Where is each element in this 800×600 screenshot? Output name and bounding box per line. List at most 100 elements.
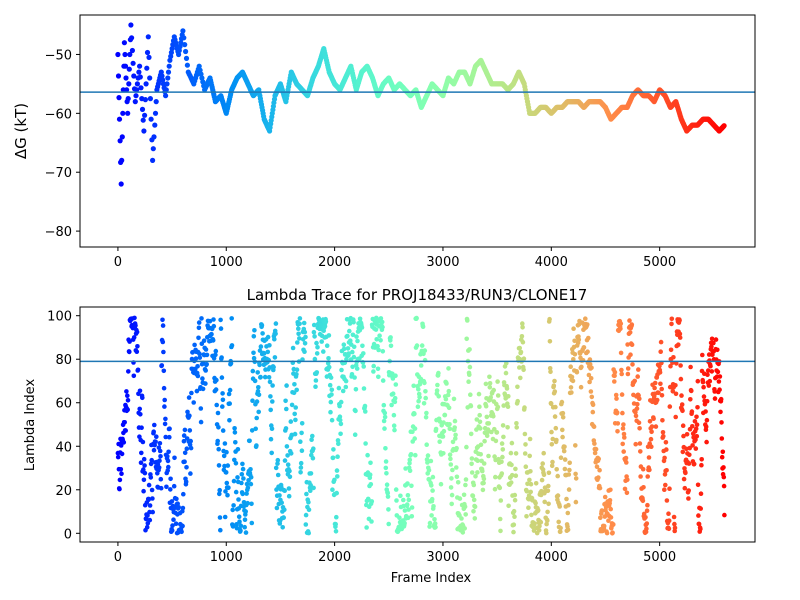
lambda-point — [535, 507, 541, 513]
lambda-point — [181, 491, 186, 497]
lambda-point — [328, 375, 334, 380]
lambda-point — [524, 514, 529, 519]
lambda-point — [184, 465, 189, 470]
lambda-point — [520, 339, 526, 345]
lambda-point — [369, 519, 374, 524]
lambda-point — [355, 338, 360, 344]
lambda-point — [339, 367, 344, 373]
lambda-point — [620, 441, 625, 447]
lambda-point — [329, 417, 335, 423]
lambda-point — [388, 335, 393, 340]
lambda-point — [658, 339, 664, 345]
lambda-point — [214, 402, 219, 408]
lambda-point — [520, 321, 525, 326]
delta-g-point — [160, 77, 166, 83]
lambda-point — [346, 351, 352, 356]
lambda-point — [686, 461, 692, 466]
lambda-point — [495, 379, 500, 384]
lambda-point — [160, 323, 166, 328]
lambda-point — [624, 490, 630, 496]
lambda-point — [269, 426, 275, 432]
lambda-point — [145, 513, 150, 518]
lambda-point — [496, 456, 501, 462]
lambda-point — [183, 479, 189, 485]
lambda-point — [119, 451, 125, 457]
lambda-point — [540, 461, 545, 466]
lambda-point — [703, 409, 708, 414]
lambda-point — [380, 349, 386, 354]
lambda-point — [226, 391, 232, 397]
lambda-point — [712, 389, 717, 394]
lambda-point — [436, 370, 441, 376]
lambda-point — [138, 412, 143, 417]
delta-g-point — [176, 51, 182, 58]
lambda-point — [186, 395, 192, 400]
lambda-point — [531, 528, 537, 533]
lambda-point — [230, 507, 235, 513]
delta-g-point — [129, 35, 135, 41]
lambda-point — [528, 469, 533, 474]
lambda-point — [368, 460, 373, 466]
lambda-point — [522, 405, 527, 410]
lambda-point — [243, 530, 249, 535]
lambda-point — [669, 321, 674, 327]
lambda-point — [161, 349, 166, 355]
lambda-point — [142, 470, 148, 476]
lambda-point — [515, 384, 520, 390]
lambda-point — [673, 414, 678, 420]
lambda-point — [165, 453, 170, 459]
lambda-point — [667, 404, 673, 409]
lambda-point — [607, 498, 613, 503]
lambda-point — [337, 414, 343, 420]
lambda-point — [241, 476, 246, 481]
lambda-point — [637, 426, 642, 431]
lambda-point — [504, 386, 510, 391]
lambda-point — [670, 389, 676, 394]
lambda-point — [448, 485, 454, 490]
lambda-point — [253, 426, 258, 432]
lambda-point — [213, 348, 219, 354]
lambda-point — [225, 492, 230, 498]
lambda-point — [677, 318, 682, 323]
delta-g-point — [200, 79, 206, 85]
lambda-point — [284, 406, 289, 412]
delta-g-point — [125, 96, 131, 102]
x-tick-label: 1000 — [210, 550, 243, 565]
delta-g-point — [122, 51, 128, 58]
lambda-point — [188, 471, 193, 476]
lambda-point — [204, 352, 210, 358]
lambda-point — [254, 443, 259, 448]
lambda-point — [115, 454, 121, 460]
y-tick-label: 100 — [47, 310, 72, 325]
lambda-point — [256, 409, 262, 415]
lambda-point — [431, 504, 436, 509]
lambda-point — [217, 487, 222, 493]
lambda-point — [268, 394, 273, 399]
lambda-point — [409, 505, 415, 510]
lambda-point — [414, 343, 420, 348]
lambda-point — [627, 318, 632, 323]
lambda-point — [424, 410, 429, 416]
lambda-point — [390, 391, 396, 397]
lambda-point — [158, 476, 164, 482]
delta-g-point — [180, 28, 186, 34]
lambda-point — [273, 331, 278, 337]
lambda-point — [219, 355, 224, 360]
lambda-point — [218, 326, 224, 331]
lambda-point — [620, 426, 626, 431]
lambda-point — [527, 436, 533, 442]
lambda-point — [629, 322, 635, 327]
lambda-point — [203, 381, 208, 386]
lambda-point — [427, 524, 432, 529]
lambda-point — [679, 393, 684, 398]
lambda-point — [383, 446, 388, 451]
lambda-point — [225, 463, 231, 468]
delta-g-point — [131, 73, 137, 79]
lambda-point — [667, 486, 672, 492]
lambda-point — [250, 398, 255, 404]
lambda-point — [394, 498, 399, 503]
lambda-point — [429, 513, 434, 518]
lambda-point — [555, 493, 561, 498]
lambda-point — [513, 473, 519, 479]
lambda-point — [281, 515, 287, 520]
